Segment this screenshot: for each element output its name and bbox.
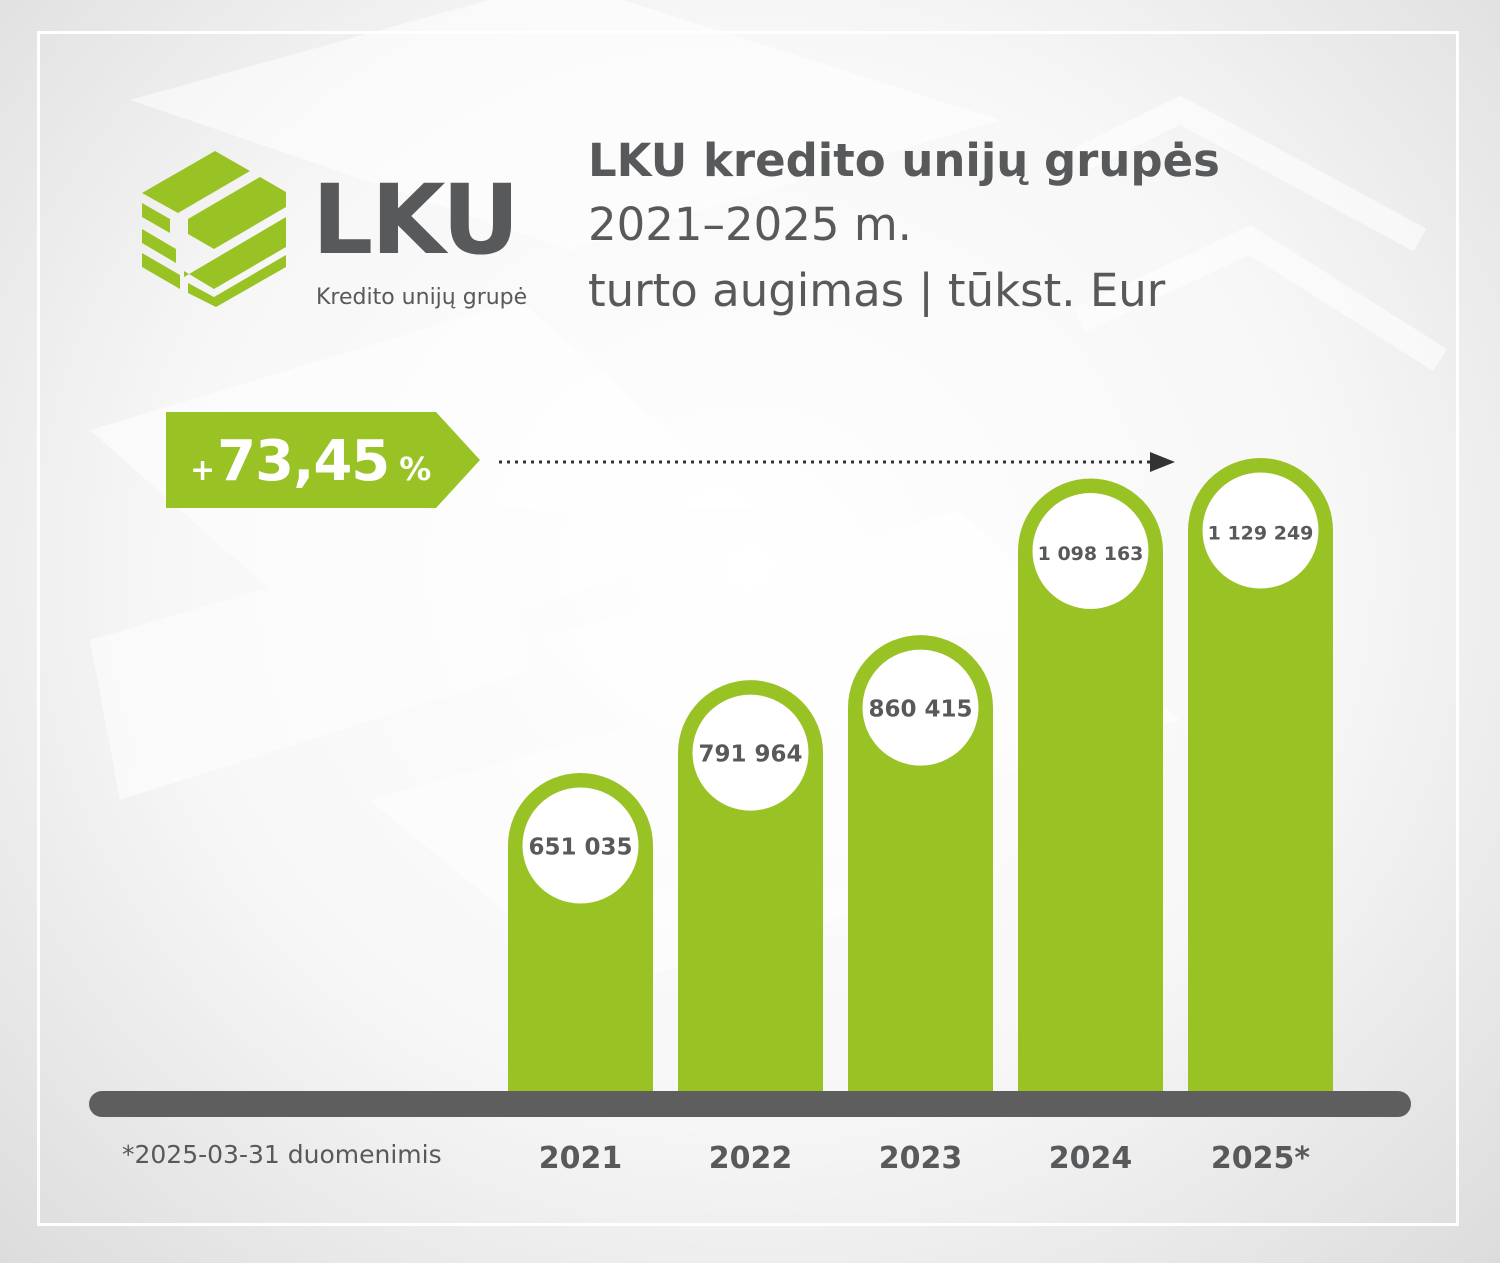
title-line-3: turto augimas | tūkst. Eur	[588, 264, 1166, 317]
x-tick-label: 2022	[709, 1141, 793, 1176]
x-tick-label: 2021	[539, 1141, 623, 1176]
white-frame	[37, 31, 1459, 1226]
data-label: 1 098 163	[1038, 543, 1144, 565]
value-label-circle	[692, 694, 809, 811]
growth-sign: +	[190, 453, 216, 488]
logo-subtitle: Kredito unijų grupė	[316, 285, 528, 310]
footnote: *2025-03-31 duomenimis	[122, 1140, 442, 1169]
data-label: 1 129 249	[1208, 523, 1314, 545]
title-line-1: LKU kredito unijų grupės	[588, 134, 1220, 187]
data-label: 860 415	[868, 697, 972, 723]
bar-2024	[1018, 478, 1163, 1092]
growth-value: 73,45	[217, 429, 390, 494]
bar-2025	[1188, 458, 1333, 1092]
x-tick-label: 2023	[879, 1141, 963, 1176]
value-label-circle	[1202, 472, 1319, 589]
data-label: 651 035	[528, 835, 632, 861]
growth-badge	[166, 412, 480, 508]
title-line-2: 2021–2025 m.	[588, 198, 912, 251]
lku-cube-logo-icon	[142, 151, 286, 307]
value-label-circle	[862, 649, 979, 766]
growth-label: + 73,45 %	[190, 424, 431, 500]
logo-wordmark: LKU	[312, 164, 520, 276]
growth-percent-sign: %	[399, 450, 432, 488]
x-tick-label: 2025*	[1211, 1141, 1310, 1176]
value-label-circle	[1032, 492, 1149, 609]
chart-title: LKU kredito unijų grupės 2021–2025 m. tu…	[588, 130, 1220, 324]
growth-arrow-icon	[499, 452, 1175, 472]
x-tick-label: 2024	[1049, 1141, 1133, 1176]
value-label-circle	[522, 787, 639, 904]
growth-badge-shape	[166, 412, 480, 508]
data-label: 791 964	[698, 742, 802, 768]
logo-cube	[142, 151, 286, 307]
